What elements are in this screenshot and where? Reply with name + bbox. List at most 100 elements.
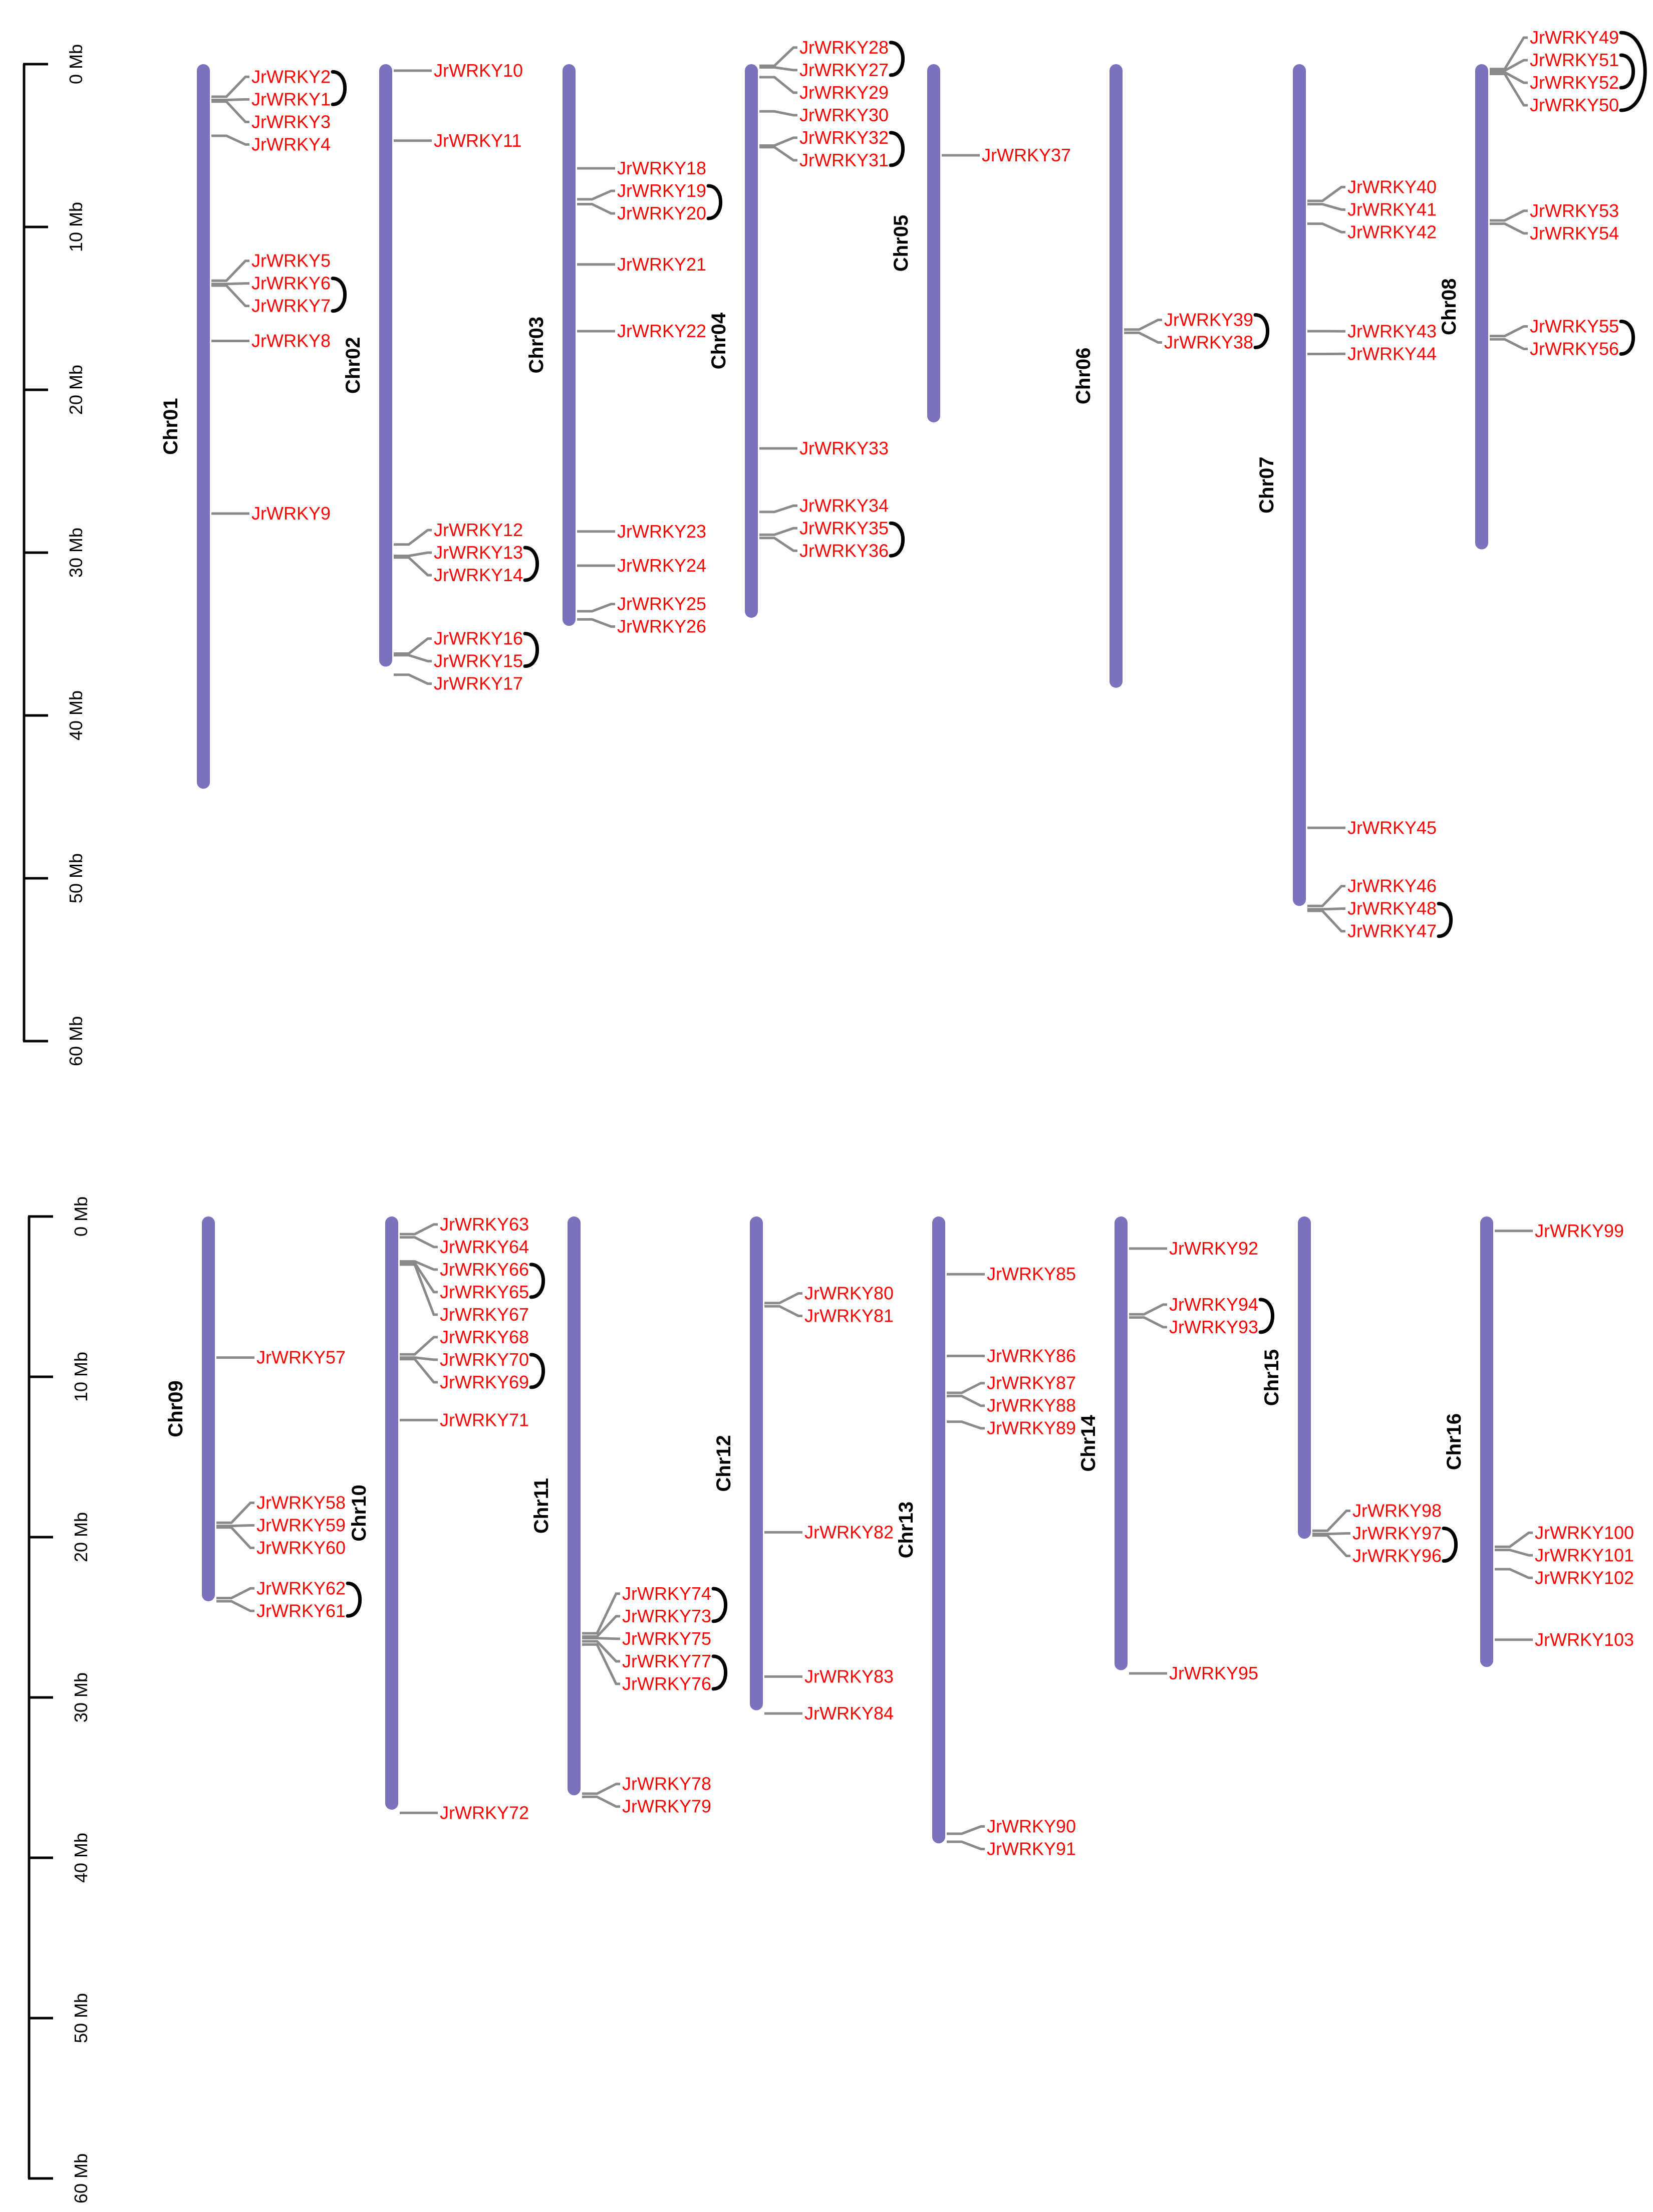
scale-tick-label: 10 Mb [66, 202, 86, 252]
gene-jrwrky45: JrWRKY45 [1307, 817, 1437, 838]
gene-label: JrWRKY83 [804, 1666, 894, 1686]
gene-jrwrky101: JrWRKY101 [1495, 1545, 1634, 1565]
gene-jrwrky82: JrWRKY82 [764, 1522, 894, 1542]
gene-label: JrWRKY66 [440, 1259, 529, 1280]
gene-jrwrky47: JrWRKY47 [1307, 909, 1437, 941]
gene-jrwrky18: JrWRKY18 [577, 158, 706, 178]
gene-label: JrWRKY61 [256, 1600, 346, 1621]
gene-jrwrky87: JrWRKY87 [947, 1373, 1076, 1394]
gene-jrwrky85: JrWRKY85 [947, 1264, 1076, 1284]
gene-jrwrky7: JrWRKY7 [211, 284, 331, 316]
chromosome-label: Chr05 [890, 215, 912, 272]
gene-label: JrWRKY13 [434, 542, 523, 563]
gene-jrwrky11: JrWRKY11 [394, 130, 521, 151]
scale-tick-label: 30 Mb [71, 1672, 91, 1723]
gene-label: JrWRKY2 [251, 66, 331, 87]
gene-jrwrky4: JrWRKY4 [211, 134, 331, 154]
gene-jrwrky39: JrWRKY39 [1124, 310, 1253, 331]
panel-1: 0 Mb 10 Mb 20 Mb 30 Mb 40 Mb 50 Mb 60 Mb Chr01 J… [23, 27, 1619, 1066]
gene-label: JrWRKY23 [617, 521, 706, 542]
gene-label: JrWRKY98 [1352, 1501, 1442, 1521]
gene-jrwrky16: JrWRKY16 [394, 628, 523, 655]
gene-label: JrWRKY103 [1535, 1629, 1634, 1650]
scale-tick-label: 20 Mb [71, 1512, 91, 1562]
gene-leader-line [947, 1420, 985, 1430]
gene-leader-line [1124, 319, 1162, 331]
gene-label: JrWRKY30 [799, 105, 889, 125]
gene-jrwrky96: JrWRKY96 [1312, 1534, 1442, 1566]
chromosome-chr11: Chr11JrWRKY74JrWRKY73JrWRKY75JrWRKY77JrW… [530, 1216, 711, 1817]
chromosome-chr13: Chr13JrWRKY85JrWRKY86JrWRKY87JrWRKY88JrW… [895, 1216, 1076, 1859]
gene-leader-line [211, 98, 249, 101]
gene-label: JrWRKY63 [440, 1214, 529, 1235]
gene-jrwrky2: JrWRKY2 [211, 66, 331, 98]
gene-label: JrWRKY27 [799, 60, 889, 80]
gene-jrwrky48: JrWRKY48 [1307, 898, 1437, 919]
gene-jrwrky77: JrWRKY77 [582, 1640, 711, 1671]
gene-label: JrWRKY84 [804, 1703, 894, 1724]
gene-leader-line [947, 1394, 985, 1407]
chromosome-label: Chr14 [1077, 1414, 1099, 1471]
gene-leader-line [1307, 885, 1345, 907]
gene-label: JrWRKY67 [440, 1304, 529, 1325]
gene-jrwrky94: JrWRKY94 [1129, 1294, 1258, 1316]
gene-leader-line [1495, 1568, 1533, 1579]
chromosome-label: Chr12 [713, 1435, 735, 1492]
gene-label: JrWRKY49 [1530, 27, 1619, 48]
gene-label: JrWRKY17 [434, 673, 523, 694]
gene-label: JrWRKY86 [987, 1345, 1076, 1366]
gene-leader-line [211, 134, 249, 146]
duplication-arc [1253, 313, 1270, 349]
gene-label: JrWRKY37 [982, 145, 1071, 165]
gene-label: JrWRKY97 [1352, 1523, 1442, 1544]
gene-jrwrky74: JrWRKY74 [582, 1583, 711, 1635]
gene-label: JrWRKY18 [617, 158, 706, 178]
duplication-arc [1258, 1298, 1275, 1334]
duplication-arc [529, 1263, 545, 1299]
gene-jrwrky65: JrWRKY65 [400, 1262, 529, 1302]
gene-leader-line [759, 46, 797, 67]
gene-label: JrWRKY93 [1169, 1317, 1258, 1337]
gene-label: JrWRKY76 [622, 1673, 711, 1694]
gene-label: JrWRKY40 [1347, 176, 1437, 197]
gene-leader-line [759, 76, 797, 94]
gene-leader-line [759, 504, 797, 514]
chromosome-bar [1298, 1216, 1311, 1539]
gene-jrwrky13: JrWRKY13 [394, 542, 523, 563]
gene-jrwrky61: JrWRKY61 [216, 1600, 346, 1621]
gene-leader-line [582, 1615, 620, 1638]
gene-label: JrWRKY44 [1347, 343, 1437, 364]
gene-label: JrWRKY33 [799, 438, 889, 458]
gene-leader-line [582, 1637, 620, 1640]
gene-leader-line [400, 1263, 438, 1316]
gene-label: JrWRKY62 [256, 1578, 346, 1598]
gene-leader-line [582, 1592, 620, 1635]
gene-leader-line [211, 260, 249, 282]
gene-leader-line [1490, 222, 1528, 235]
gene-jrwrky91: JrWRKY91 [947, 1839, 1076, 1859]
gene-label: JrWRKY65 [440, 1282, 529, 1302]
gene-label: JrWRKY35 [799, 518, 889, 538]
gene-jrwrky64: JrWRKY64 [400, 1236, 529, 1257]
gene-label: JrWRKY15 [434, 651, 523, 671]
gene-jrwrky21: JrWRKY21 [577, 254, 706, 275]
chromosome-label: Chr02 [342, 337, 364, 394]
gene-label: JrWRKY100 [1535, 1522, 1634, 1543]
gene-leader-line [1490, 325, 1528, 338]
chromosome-chr16: Chr16 JrWRKY99 JrWRKY100JrWRKY101JrWRKY102… [1443, 1216, 1634, 1667]
chromosome-bar [563, 64, 576, 626]
gene-label: JrWRKY78 [622, 1774, 711, 1794]
gene-jrwrky42: JrWRKY42 [1307, 221, 1437, 242]
gene-leader-line [1129, 1303, 1167, 1316]
gene-jrwrky31: JrWRKY31 [759, 146, 889, 170]
gene-label: JrWRKY1 [251, 89, 331, 109]
chromosome-bar [379, 64, 392, 667]
gene-label: JrWRKY92 [1169, 1238, 1258, 1259]
gene-label: JrWRKY26 [617, 616, 706, 637]
gene-label: JrWRKY89 [987, 1418, 1076, 1438]
